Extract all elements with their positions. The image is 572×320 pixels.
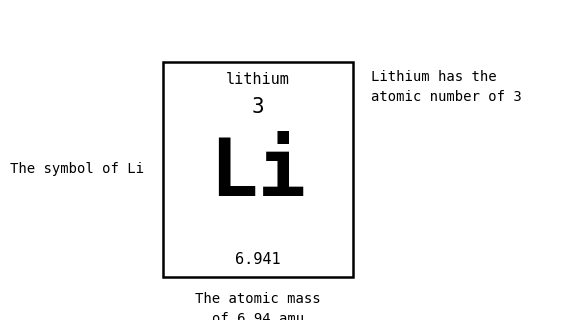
Text: lithium: lithium [226,73,290,87]
Text: atomic number of 3: atomic number of 3 [371,90,522,104]
Text: Lithium has the: Lithium has the [371,70,496,84]
Text: 3: 3 [252,97,264,117]
Text: The atomic mass: The atomic mass [195,292,321,306]
Text: of 6.94 amu: of 6.94 amu [212,312,304,320]
Text: Li: Li [209,135,307,213]
Bar [163,62,353,277]
Text: 6.941: 6.941 [235,252,281,267]
Text: The symbol of Li: The symbol of Li [10,163,144,177]
